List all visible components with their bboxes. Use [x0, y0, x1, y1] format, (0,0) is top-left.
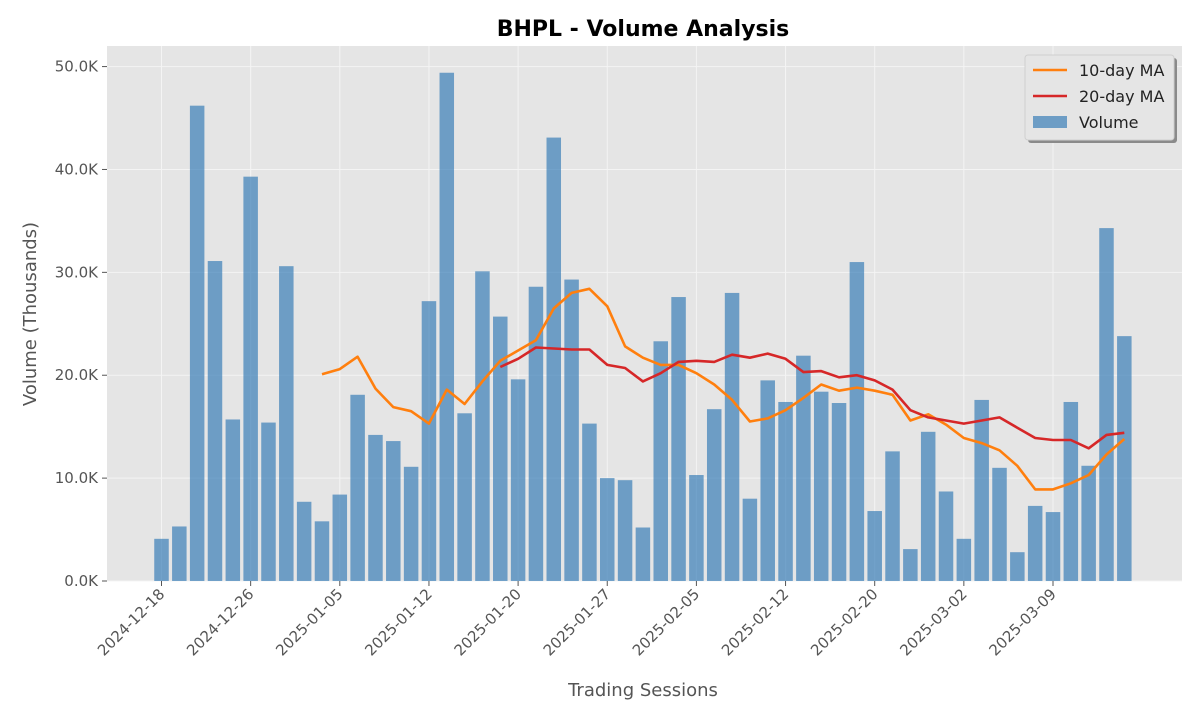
volume-bar: [475, 271, 490, 581]
x-tick-label: 2024-12-18: [94, 585, 168, 659]
y-axis-label: Volume (Thousands): [20, 222, 41, 406]
volume-bar: [938, 491, 954, 581]
x-tick-label: 2025-02-12: [718, 585, 792, 659]
volume-bar: [653, 341, 668, 581]
x-tick-label: 2025-01-27: [540, 585, 614, 659]
volume-bar: [1027, 505, 1043, 581]
volume-bar: [706, 409, 722, 581]
volume-bar: [742, 498, 758, 581]
volume-bar: [956, 538, 972, 581]
x-axis: 2024-12-18 2024-12-26 2025-01-05 2025-01-12…: [94, 581, 1060, 659]
volume-bar: [207, 261, 223, 581]
y-axis: 0.0K 10.0K 20.0K 30.0K 40.0K 50.0K: [55, 58, 107, 590]
volume-bar: [992, 467, 1007, 581]
volume-bar: [439, 72, 455, 581]
x-tick-label: 2025-03-02: [896, 585, 970, 659]
volume-bars: [154, 72, 1132, 582]
volume-bar: [1063, 401, 1079, 581]
volume-bar: [778, 401, 793, 581]
ma10-line: [321, 287, 1126, 491]
volume-bar: [296, 501, 312, 581]
volume-bar: [350, 394, 365, 581]
x-tick-label: 2025-01-05: [272, 585, 346, 659]
volume-bar: [813, 391, 829, 581]
volume-bar: [1099, 228, 1114, 581]
volume-bar: [903, 549, 918, 581]
volume-bar: [1045, 512, 1061, 581]
volume-bar: [546, 137, 562, 581]
volume-bar: [314, 521, 330, 581]
volume-bar: [1081, 465, 1096, 581]
volume-bar: [421, 301, 437, 581]
y-tick-label: 0.0K: [64, 572, 99, 590]
volume-bar: [154, 538, 169, 581]
volume-bar: [831, 403, 847, 581]
moving-average-lines: [321, 287, 1126, 491]
volume-bar: [849, 262, 865, 581]
volume-bar: [457, 413, 472, 581]
legend: 10-day MA 20-day MA Volume: [1024, 54, 1177, 143]
y-tick-label: 30.0K: [55, 263, 99, 281]
volume-bar: [635, 527, 651, 581]
x-tick-label: 2025-03-09: [985, 585, 1059, 659]
volume-bar: [261, 422, 276, 581]
legend-volume-label: Volume: [1079, 113, 1139, 132]
x-tick-label: 2025-01-20: [451, 585, 525, 659]
x-axis-label: Trading Sessions: [567, 680, 718, 701]
y-tick-label: 50.0K: [55, 58, 99, 76]
volume-bar: [796, 355, 811, 581]
volume-bar: [885, 451, 900, 581]
volume-bar: [671, 297, 686, 581]
volume-bar: [528, 286, 544, 581]
legend-ma20-label: 20-day MA: [1079, 87, 1164, 106]
volume-bar: [279, 266, 294, 581]
volume-bar: [724, 292, 740, 581]
chart-title: BHPL - Volume Analysis: [497, 17, 790, 42]
volume-bar: [867, 511, 882, 581]
volume-bar: [243, 176, 258, 582]
volume-bar: [974, 399, 989, 581]
y-tick-label: 20.0K: [55, 366, 99, 384]
volume-bar: [760, 380, 775, 581]
volume-bar: [617, 480, 633, 581]
volume-bar: [510, 379, 526, 581]
ma20-line: [499, 346, 1125, 450]
volume-bar: [493, 316, 508, 581]
volume-bar: [689, 475, 704, 581]
y-tick-label: 10.0K: [55, 469, 99, 487]
legend-volume-swatch: [1033, 116, 1067, 128]
x-tick-label: 2025-02-05: [629, 585, 703, 659]
y-tick-label: 40.0K: [55, 160, 99, 178]
volume-bar: [920, 431, 936, 581]
volume-bar: [403, 466, 419, 581]
x-tick-label: 2025-01-12: [361, 585, 435, 659]
volume-bar: [172, 526, 187, 581]
legend-ma10-label: 10-day MA: [1079, 61, 1164, 80]
volume-bar: [225, 419, 241, 581]
x-tick-label: 2024-12-26: [183, 585, 257, 659]
volume-bar: [600, 478, 615, 581]
volume-bar: [582, 423, 597, 581]
volume-bar: [1010, 552, 1025, 581]
volume-bar: [368, 434, 383, 581]
volume-bar: [189, 105, 205, 581]
volume-bar: [1117, 336, 1132, 581]
volume-bar: [332, 494, 348, 581]
x-tick-label: 2025-02-20: [807, 585, 881, 659]
volume-bar: [564, 279, 579, 581]
volume-bar: [386, 441, 401, 581]
